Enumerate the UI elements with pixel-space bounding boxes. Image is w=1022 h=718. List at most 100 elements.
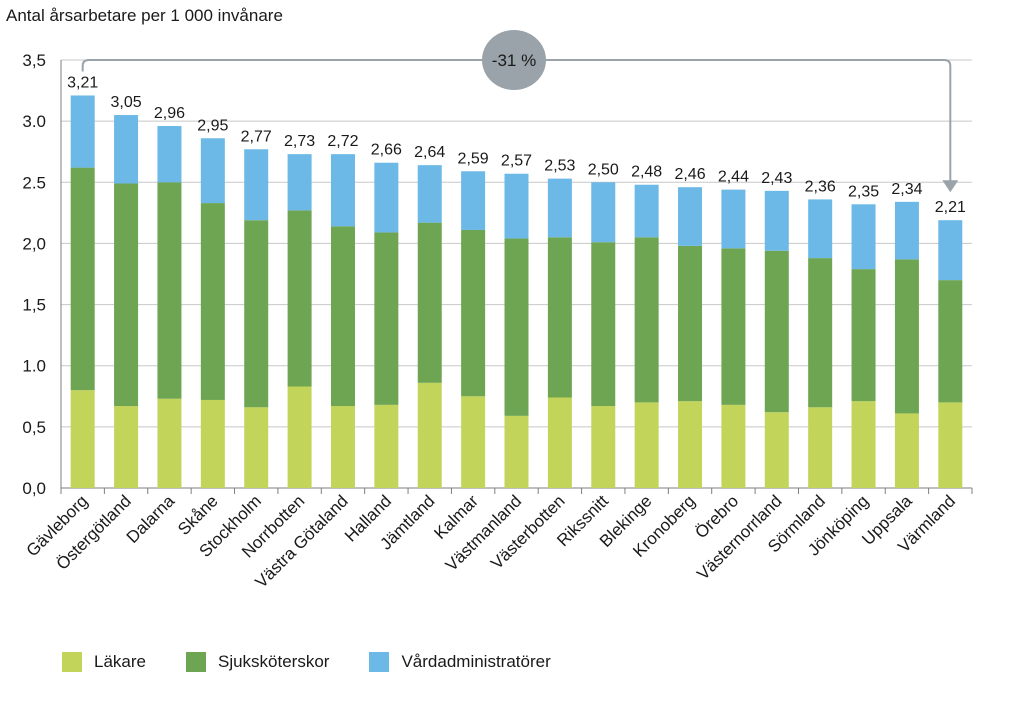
annotation-badge: [482, 30, 546, 90]
total-label: 3,21: [67, 74, 98, 91]
bar-segment-läkare: [244, 407, 269, 488]
bar-segment-läkare: [70, 390, 95, 488]
y-tick-label: 0,0: [22, 479, 46, 498]
bar-segment-läkare: [678, 401, 703, 488]
legend-swatch: [185, 652, 206, 672]
bar-segment-vårdadministratörer: [417, 165, 442, 223]
bar-segment-sjuksköterskor: [287, 210, 312, 387]
legend-label: Sjuksköterskor: [217, 652, 330, 671]
total-label: 2,53: [544, 158, 575, 175]
bar-segment-läkare: [764, 412, 789, 488]
bar-segment-sjuksköterskor: [808, 258, 833, 408]
bar-segment-sjuksköterskor: [200, 203, 225, 400]
total-label: 2,57: [501, 153, 532, 170]
total-label: 2,66: [371, 142, 402, 159]
annotation-label: -31 %: [492, 51, 536, 70]
bar-segment-sjuksköterskor: [114, 183, 139, 407]
y-tick-label: 1,5: [22, 296, 46, 315]
total-label: 2,96: [154, 105, 185, 122]
total-label: 2,95: [197, 117, 228, 134]
bar-segment-vårdadministratörer: [808, 199, 833, 259]
bar-segment-sjuksköterskor: [851, 269, 876, 402]
bar-segment-sjuksköterskor: [330, 226, 355, 407]
y-tick-label: 3,5: [22, 51, 46, 70]
legend-swatch: [62, 652, 82, 672]
y-tick-label: 0,5: [22, 418, 46, 437]
total-label: 2,77: [241, 128, 272, 145]
y-tick-label: 3.0: [22, 112, 46, 131]
bar-segment-sjuksköterskor: [461, 229, 486, 397]
bar-segment-läkare: [461, 396, 486, 488]
total-label: 2,73: [284, 133, 315, 150]
bar-segment-sjuksköterskor: [70, 167, 95, 391]
bar-segment-vårdadministratörer: [287, 154, 312, 211]
bar-segment-läkare: [200, 399, 225, 488]
bar-segment-sjuksköterskor: [764, 250, 789, 413]
bar-segment-vårdadministratörer: [678, 187, 703, 246]
bar-segment-sjuksköterskor: [591, 242, 616, 407]
total-label: 2,50: [588, 161, 619, 178]
total-label: 2,36: [805, 178, 836, 195]
bar-segment-läkare: [374, 404, 399, 488]
y-tick-label: 2.5: [22, 173, 46, 192]
bar-segment-läkare: [417, 382, 442, 488]
bar-segment-sjuksköterskor: [547, 237, 572, 398]
bar-segment-sjuksköterskor: [157, 182, 182, 399]
bar-segment-läkare: [721, 404, 746, 488]
bar-segment-vårdadministratörer: [938, 220, 963, 281]
legend-label: Vårdadministratörer: [401, 652, 551, 671]
category-label: Dalarna: [123, 491, 179, 547]
bar-segment-sjuksköterskor: [721, 248, 746, 405]
bar-segment-sjuksköterskor: [678, 245, 703, 402]
bar-segment-vårdadministratörer: [894, 201, 919, 260]
legend-swatch: [369, 652, 390, 672]
bar-segment-läkare: [938, 402, 963, 488]
bar-segment-läkare: [114, 406, 139, 488]
legend-label: Läkare: [94, 652, 146, 671]
bar-segment-vårdadministratörer: [157, 126, 182, 183]
bar-segment-läkare: [591, 406, 616, 488]
bar-segment-läkare: [157, 398, 182, 488]
bar-segment-sjuksköterskor: [894, 259, 919, 414]
total-label: 2,35: [848, 183, 879, 200]
bar-segment-vårdadministratörer: [114, 115, 139, 184]
bar-segment-läkare: [287, 386, 312, 488]
total-label: 2,48: [631, 164, 662, 181]
bar-segment-vårdadministratörer: [70, 95, 95, 168]
bar-segment-läkare: [547, 397, 572, 488]
total-label: 2,64: [414, 144, 445, 161]
bar-segment-vårdadministratörer: [504, 173, 529, 239]
y-axis-title: Antal årsarbetare per 1 000 invånare: [6, 6, 283, 25]
bar-segment-läkare: [634, 402, 659, 488]
bar-segment-vårdadministratörer: [244, 149, 269, 221]
legend-item: Vårdadministratörer: [369, 652, 551, 672]
bar-segment-vårdadministratörer: [461, 171, 486, 230]
bar-segment-vårdadministratörer: [374, 162, 399, 233]
bar-segment-vårdadministratörer: [851, 204, 876, 270]
bar-segment-vårdadministratörer: [547, 178, 572, 238]
bar-segment-sjuksköterskor: [244, 220, 269, 408]
total-label: 3,05: [111, 94, 142, 111]
total-label: 2,34: [891, 181, 922, 198]
y-tick-label: 2,0: [22, 234, 46, 253]
bar-segment-sjuksköterskor: [938, 280, 963, 403]
legend-item: Läkare: [62, 652, 146, 672]
bar-segment-sjuksköterskor: [634, 237, 659, 403]
bar-segment-sjuksköterskor: [504, 238, 529, 416]
bar-segment-sjuksköterskor: [417, 222, 442, 383]
bar-segment-sjuksköterskor: [374, 232, 399, 405]
legend: Läkare Sjuksköterskor Vårdadministratörer: [62, 652, 591, 672]
bar-segment-vårdadministratörer: [330, 154, 355, 227]
bar-segment-vårdadministratörer: [721, 189, 746, 249]
total-label: 2,21: [935, 199, 966, 216]
bar-segment-läkare: [504, 415, 529, 488]
total-label: 2,59: [458, 150, 489, 167]
total-label: 2,43: [761, 170, 792, 187]
bar-segment-läkare: [330, 406, 355, 488]
total-label: 2,44: [718, 169, 749, 186]
bar-segment-vårdadministratörer: [634, 184, 659, 238]
bar-segment-läkare: [808, 407, 833, 488]
total-label: 2,46: [674, 166, 705, 183]
bar-segment-vårdadministratörer: [591, 182, 616, 243]
